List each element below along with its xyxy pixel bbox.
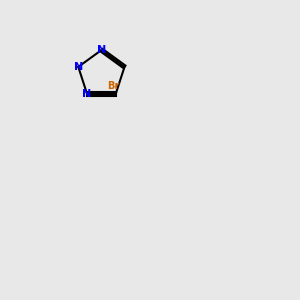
Text: N: N <box>97 45 106 55</box>
Text: N: N <box>82 89 92 99</box>
Text: N: N <box>74 62 83 72</box>
Text: Br: Br <box>107 81 119 92</box>
